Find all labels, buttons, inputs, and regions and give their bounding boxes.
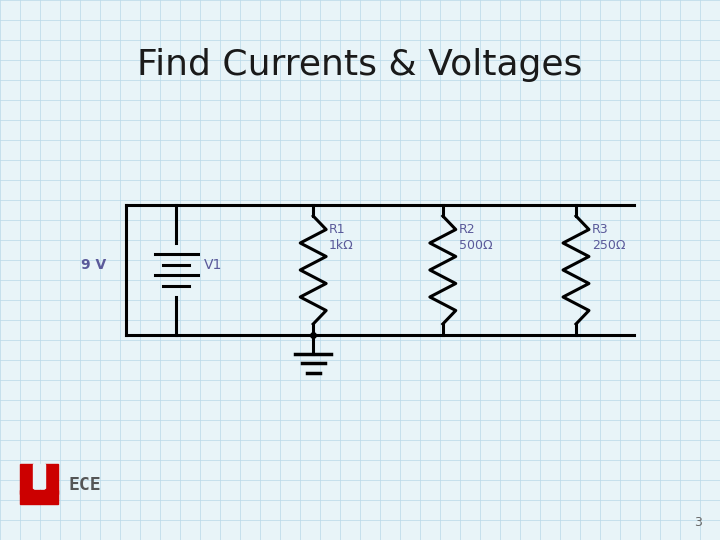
Text: R2
500Ω: R2 500Ω (459, 223, 492, 252)
Bar (45, 464, 58, 494)
Text: 9 V: 9 V (81, 258, 107, 272)
Bar (20, 464, 33, 494)
Text: 3: 3 (694, 516, 702, 529)
Bar (20, 490, 58, 504)
Text: R1
1kΩ: R1 1kΩ (329, 223, 354, 252)
Text: V1: V1 (204, 258, 222, 272)
Bar (33, 464, 45, 488)
Text: Find Currents & Voltages: Find Currents & Voltages (138, 48, 582, 82)
Text: R3
250Ω: R3 250Ω (592, 223, 626, 252)
Text: ECE: ECE (68, 476, 101, 494)
